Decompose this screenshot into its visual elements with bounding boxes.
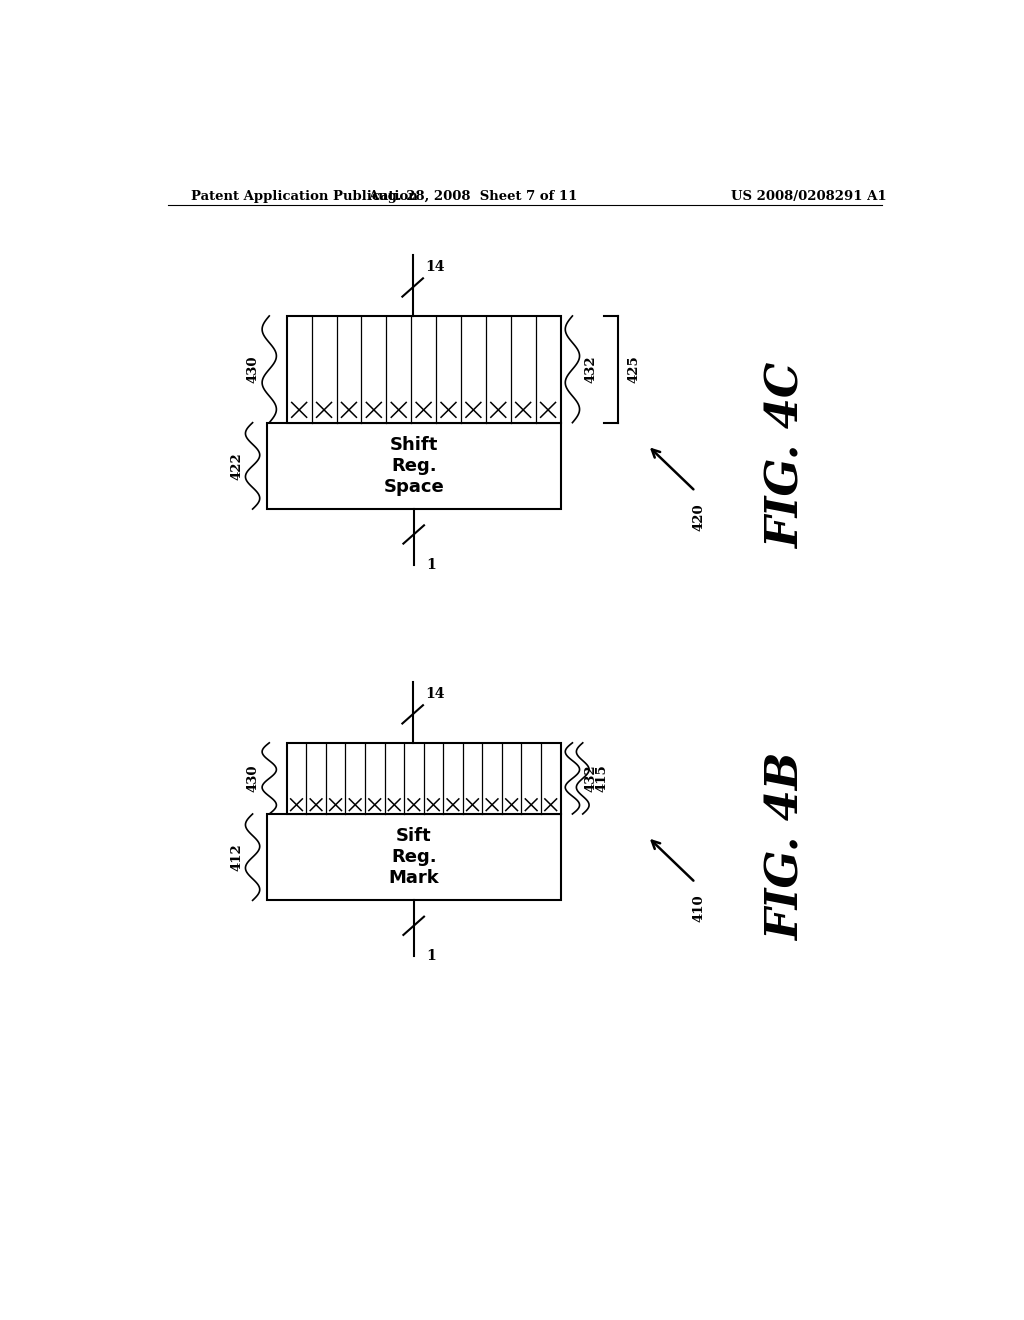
Text: 425: 425: [628, 355, 641, 383]
Text: US 2008/0208291 A1: US 2008/0208291 A1: [731, 190, 887, 203]
Text: 420: 420: [693, 503, 706, 531]
Text: 422: 422: [230, 451, 243, 479]
Text: FIG. 4C: FIG. 4C: [765, 363, 808, 549]
Text: Shift
Reg.
Space: Shift Reg. Space: [383, 436, 444, 496]
Text: Patent Application Publication: Patent Application Publication: [191, 190, 418, 203]
Text: 14: 14: [425, 686, 444, 701]
Text: 415: 415: [595, 764, 608, 792]
Bar: [267, 814, 560, 900]
Text: Sift
Reg.
Mark: Sift Reg. Mark: [388, 828, 439, 887]
Text: 430: 430: [247, 355, 260, 383]
Bar: [287, 315, 560, 422]
Text: 430: 430: [247, 764, 260, 792]
Text: FIG. 4B: FIG. 4B: [765, 752, 808, 941]
Bar: [287, 743, 560, 814]
Text: 14: 14: [425, 260, 444, 275]
Text: 432: 432: [585, 764, 597, 792]
Text: 410: 410: [693, 895, 706, 923]
Text: 412: 412: [230, 843, 243, 871]
Text: 432: 432: [585, 355, 597, 383]
Bar: [267, 422, 560, 510]
Text: 1: 1: [426, 558, 436, 572]
Text: 1: 1: [426, 949, 436, 964]
Text: Aug. 28, 2008  Sheet 7 of 11: Aug. 28, 2008 Sheet 7 of 11: [369, 190, 578, 203]
